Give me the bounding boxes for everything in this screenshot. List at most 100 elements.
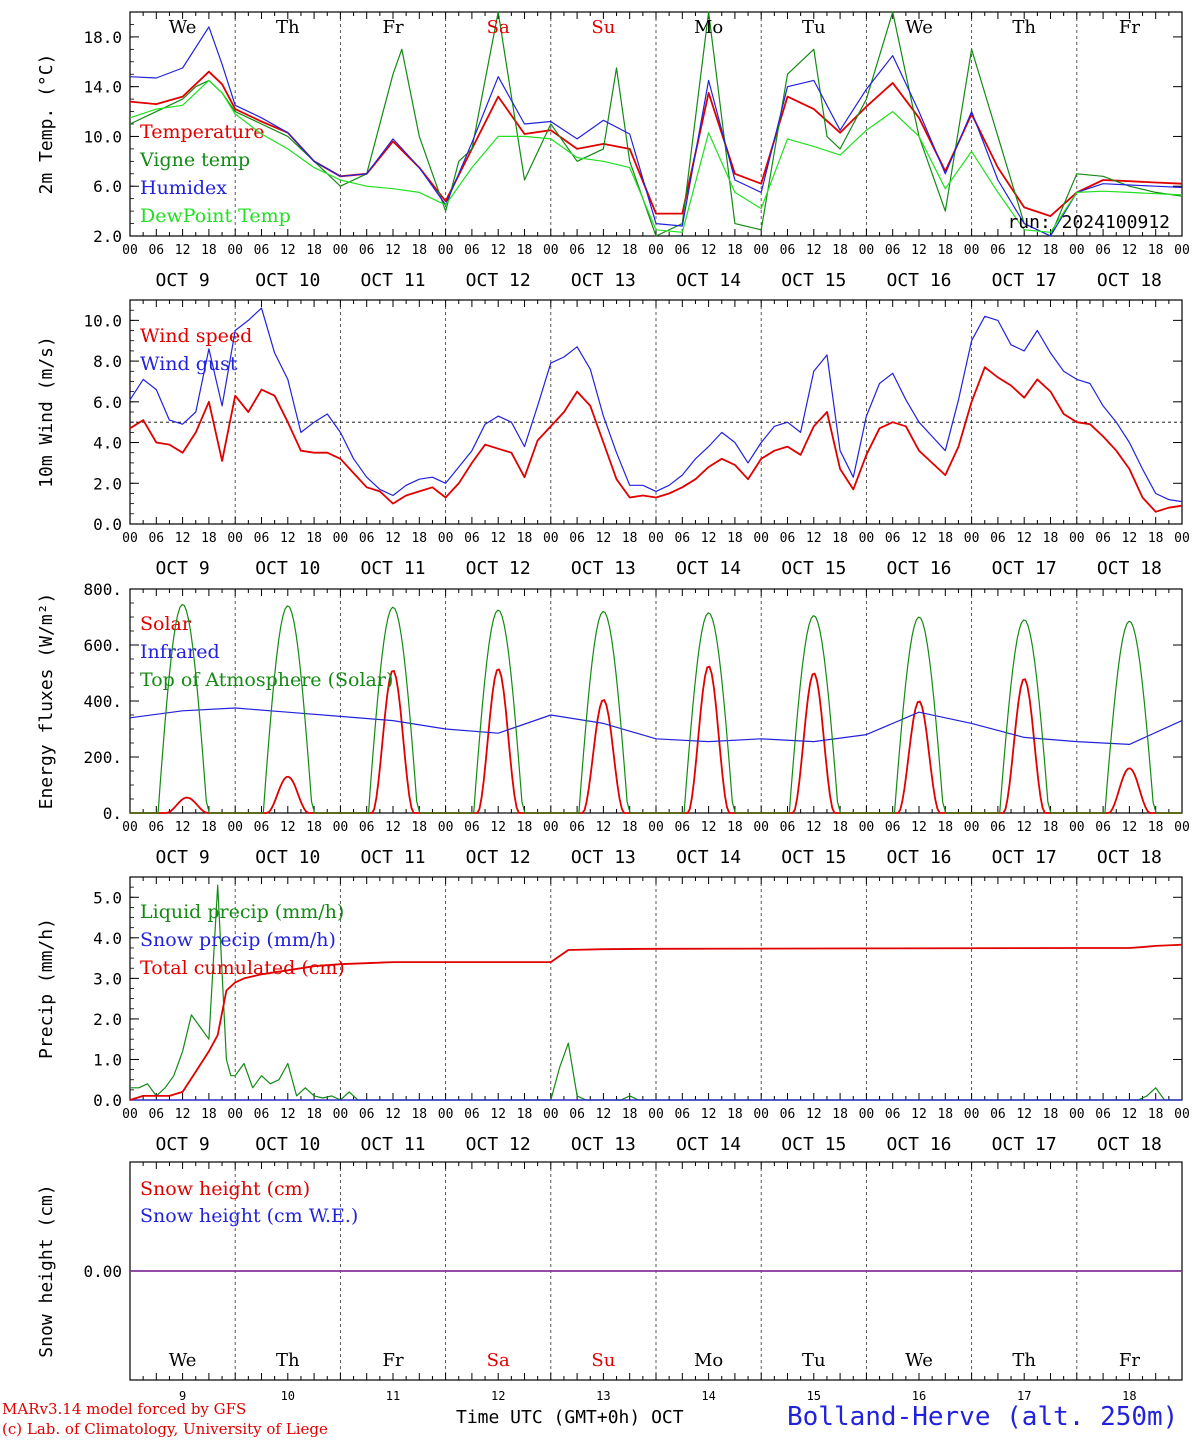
hour-label: 12 <box>1016 820 1032 835</box>
day-number: 16 <box>912 1389 926 1400</box>
hour-label: 06 <box>885 820 901 835</box>
hour-label: 12 <box>175 820 191 835</box>
hour-label: 12 <box>490 820 506 835</box>
hour-label: 06 <box>990 243 1006 258</box>
hour-label: 18 <box>517 531 533 546</box>
day-name: Th <box>1012 1350 1036 1371</box>
legend-entry: Vigne temp <box>139 149 250 171</box>
hour-label: 18 <box>411 820 427 835</box>
hour-label: 00 <box>543 820 559 835</box>
hour-label: 12 <box>1122 1107 1138 1122</box>
hour-label: 12 <box>490 243 506 258</box>
hour-label: 06 <box>990 531 1006 546</box>
hour-label: 12 <box>385 1107 401 1122</box>
hour-label: 00 <box>648 820 664 835</box>
hour-label: 00 <box>122 1107 138 1122</box>
hour-label: 18 <box>201 1107 217 1122</box>
y-tick-label: 2.0 <box>93 474 122 493</box>
hour-label: 06 <box>464 243 480 258</box>
y-axis-label: 2m Temp. (°C) <box>36 54 57 195</box>
hour-label: 00 <box>122 531 138 546</box>
series-line-3 <box>130 603 1182 814</box>
hour-label: 06 <box>254 531 270 546</box>
day-name: Mo <box>694 1350 723 1371</box>
hour-label: 12 <box>280 1107 296 1122</box>
hour-label: 18 <box>1148 1107 1164 1122</box>
date-label: OCT 17 <box>992 270 1057 291</box>
legend-entry: Liquid precip (mm/h) <box>140 901 344 923</box>
hour-label: 00 <box>964 820 980 835</box>
panel-frame <box>129 11 1183 237</box>
y-tick-label: 18.0 <box>83 28 122 47</box>
hour-label: 06 <box>464 531 480 546</box>
hour-label: 18 <box>411 531 427 546</box>
day-name: Fr <box>1119 1350 1140 1371</box>
hour-label: 00 <box>543 531 559 546</box>
hour-label: 18 <box>201 820 217 835</box>
y-tick-label: 0. <box>103 804 122 823</box>
hour-label: 00 <box>648 243 664 258</box>
date-label: OCT 15 <box>781 270 846 291</box>
date-label: OCT 10 <box>255 847 320 868</box>
date-label: OCT 9 <box>156 847 210 868</box>
y-tick-label: 14.0 <box>83 78 122 97</box>
legend-entry: Wind gust <box>140 353 238 375</box>
hour-label: 18 <box>727 531 743 546</box>
hour-label: 12 <box>701 531 717 546</box>
hour-label: 18 <box>1148 243 1164 258</box>
hour-label: 00 <box>753 820 769 835</box>
hour-label: 12 <box>385 243 401 258</box>
hour-label: 18 <box>622 1107 638 1122</box>
series-line-3 <box>129 26 1183 237</box>
hour-label: 18 <box>201 531 217 546</box>
day-number: 17 <box>1017 1389 1031 1400</box>
legend-entry: Snow height (cm) <box>140 1178 310 1200</box>
day-name: Tu <box>802 1350 826 1371</box>
hour-label: 06 <box>254 243 270 258</box>
date-label: OCT 12 <box>466 270 531 291</box>
hour-label: 12 <box>701 1107 717 1122</box>
meteogram: 2.0 6.0 10.0 14.0 18.0 2m Temp. (°C) Temperatu… <box>36 11 1190 1400</box>
hour-label: 00 <box>438 1107 454 1122</box>
hour-label: 06 <box>780 820 796 835</box>
day-number: 18 <box>1122 1389 1136 1400</box>
series-line-3 <box>129 943 1183 1101</box>
date-label: OCT 11 <box>360 270 425 291</box>
hour-label: 18 <box>832 820 848 835</box>
day-number: 13 <box>596 1389 610 1400</box>
hour-label: 12 <box>701 820 717 835</box>
hour-label: 00 <box>438 243 454 258</box>
date-label: OCT 17 <box>992 847 1057 868</box>
y-axis-label: Energy fluxes (W/m²) <box>36 593 57 810</box>
panel-4: 0.0 1.0 2.0 3.0 4.0 5.0 Precip (mm/h) Liquid pr… <box>36 876 1190 1155</box>
series-line-2 <box>129 11 1183 237</box>
date-label: OCT 12 <box>466 558 531 579</box>
hour-label: 12 <box>806 531 822 546</box>
hour-label: 06 <box>1095 1107 1111 1122</box>
panel-frame <box>129 299 1183 525</box>
series-line-4 <box>129 79 1183 233</box>
hour-label: 12 <box>806 243 822 258</box>
hour-label: 06 <box>359 531 375 546</box>
day-number: 15 <box>807 1389 821 1400</box>
hour-label: 18 <box>727 820 743 835</box>
hour-label: 18 <box>306 820 322 835</box>
hour-label: 18 <box>937 1107 953 1122</box>
hour-label: 18 <box>1043 820 1059 835</box>
hour-label: 18 <box>622 531 638 546</box>
hour-label: 00 <box>333 243 349 258</box>
hour-label: 18 <box>201 243 217 258</box>
legend-entry: Total cumulated (cm) <box>140 957 345 979</box>
hour-label: 18 <box>1148 531 1164 546</box>
date-label: OCT 9 <box>156 270 210 291</box>
hour-label: 12 <box>490 1107 506 1122</box>
day-name: Sa <box>487 1350 510 1371</box>
hour-label: 06 <box>359 820 375 835</box>
hour-label: 12 <box>701 243 717 258</box>
hour-label: 12 <box>806 820 822 835</box>
hour-label: 18 <box>937 531 953 546</box>
series-line-1 <box>130 884 1182 1101</box>
hour-label: 12 <box>911 243 927 258</box>
hour-label: 00 <box>333 531 349 546</box>
hour-label: 18 <box>1043 1107 1059 1122</box>
